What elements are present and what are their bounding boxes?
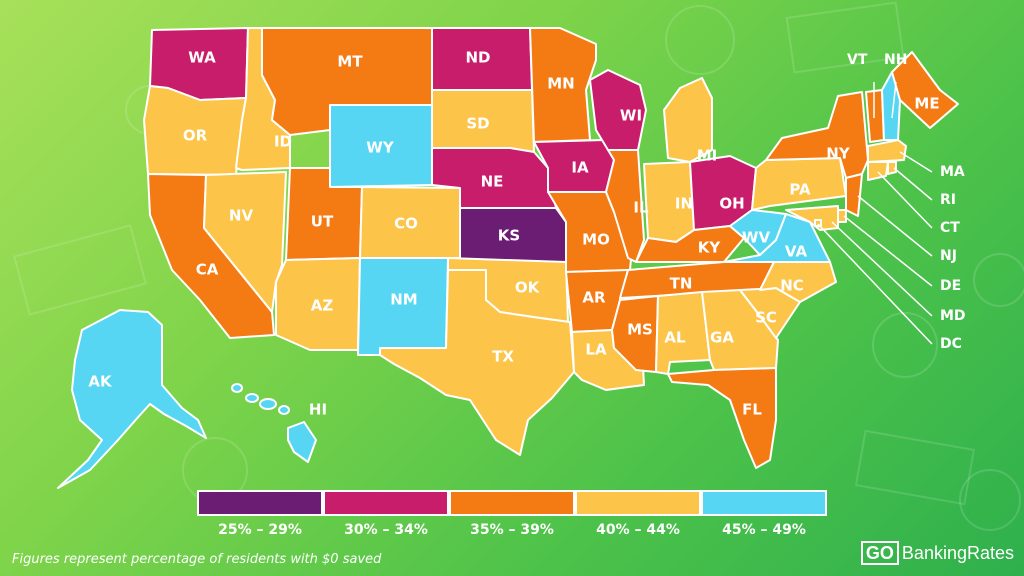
state-label-mi: MI	[697, 147, 718, 165]
state-label-nc: NC	[780, 277, 804, 295]
state-me[interactable]	[891, 51, 959, 129]
state-label-hi: HI	[309, 401, 327, 419]
legend-label: 25% – 29%	[218, 522, 302, 538]
state-label-az: AZ	[311, 297, 334, 315]
state-fl[interactable]	[667, 367, 777, 469]
state-ky[interactable]	[635, 225, 745, 263]
state-label-id: ID	[274, 133, 292, 151]
state-label-sd: SD	[466, 115, 489, 133]
state-ct[interactable]	[867, 161, 889, 181]
state-labels: WA OR CA ID NV MT WY UT AZ CO NM ND SD NE KS OK TX MN IA MO…	[88, 49, 965, 419]
state-label-oh: OH	[719, 195, 744, 213]
state-ny[interactable]	[765, 91, 869, 179]
state-label-mt: MT	[337, 53, 363, 71]
color-legend	[197, 490, 827, 518]
state-il[interactable]	[605, 149, 645, 263]
state-label-ca: CA	[196, 261, 219, 279]
state-dc[interactable]	[814, 219, 822, 227]
brand-logo-name: BankingRates	[901, 542, 1014, 563]
legend-label: 30% – 34%	[344, 522, 428, 538]
state-ma[interactable]	[867, 139, 907, 163]
state-label-ks: KS	[498, 227, 520, 245]
legend-swatch	[701, 490, 827, 516]
state-label-nd: ND	[465, 49, 490, 67]
state-ak[interactable]	[57, 309, 207, 489]
state-label-de: DE	[940, 278, 961, 294]
state-label-ms: MS	[627, 321, 653, 339]
state-label-nv: NV	[229, 207, 254, 225]
state-label-wi: WI	[620, 107, 642, 125]
state-label-ok: OK	[515, 279, 541, 297]
state-vt[interactable]	[865, 89, 885, 143]
footnote: Figures represent percentage of resident…	[12, 552, 382, 567]
state-shapes	[57, 27, 959, 489]
state-label-la: LA	[585, 341, 607, 359]
state-ri[interactable]	[887, 161, 897, 175]
state-label-ga: GA	[710, 329, 734, 347]
legend-label: 35% – 39%	[470, 522, 554, 538]
legend-label: 45% – 49%	[722, 522, 806, 538]
state-label-mo: MO	[582, 231, 610, 249]
state-label-ar: AR	[582, 289, 606, 307]
state-label-mn: MN	[547, 75, 574, 93]
state-label-dc: DC	[940, 336, 962, 352]
state-label-ak: AK	[88, 373, 113, 391]
state-label-il: IL	[633, 199, 649, 217]
state-md[interactable]	[785, 205, 839, 231]
label-leader-lines	[817, 81, 933, 345]
state-label-in: IN	[675, 195, 693, 213]
state-tx[interactable]	[379, 269, 575, 456]
brand-logo: GO BankingRates	[860, 540, 1014, 566]
state-nj[interactable]	[845, 173, 863, 217]
state-wi[interactable]	[589, 69, 647, 151]
state-label-me: ME	[914, 95, 939, 113]
state-label-wy: WY	[366, 139, 395, 157]
state-label-co: CO	[394, 215, 418, 233]
state-hi[interactable]	[231, 383, 317, 463]
state-label-vt: VT	[847, 52, 868, 68]
state-label-al: AL	[664, 329, 686, 347]
legend-swatch	[575, 490, 701, 516]
state-mi[interactable]	[663, 77, 713, 163]
state-label-ma: MA	[940, 164, 965, 180]
legend-swatch	[449, 490, 575, 516]
state-label-va: VA	[785, 243, 808, 261]
state-label-wa: WA	[188, 49, 216, 67]
state-va[interactable]	[723, 213, 831, 263]
state-label-or: OR	[183, 127, 208, 145]
state-label-tn: TN	[670, 275, 693, 293]
legend-label: 40% – 44%	[596, 522, 680, 538]
state-label-ut: UT	[311, 213, 334, 231]
state-label-nm: NM	[390, 291, 417, 309]
state-label-ct: CT	[940, 220, 960, 236]
state-label-fl: FL	[742, 401, 762, 419]
legend-swatch	[197, 490, 323, 516]
legend-labels: 25% – 29% 30% – 34% 35% – 39% 40% – 44% …	[197, 522, 827, 538]
legend-swatch	[323, 490, 449, 516]
state-label-md: MD	[940, 308, 966, 324]
state-label-nj: NJ	[940, 248, 957, 264]
state-label-ny: NY	[826, 145, 851, 163]
state-label-wv: WV	[742, 229, 771, 247]
state-label-ky: KY	[698, 239, 722, 257]
state-label-tx: TX	[492, 348, 514, 366]
state-label-sc: SC	[755, 309, 777, 327]
state-label-nh: NH	[884, 52, 907, 68]
state-label-ri: RI	[940, 192, 956, 208]
state-label-ne: NE	[481, 173, 504, 191]
state-label-pa: PA	[789, 181, 811, 199]
state-label-ia: IA	[571, 159, 589, 177]
brand-logo-go: GO	[860, 541, 899, 565]
